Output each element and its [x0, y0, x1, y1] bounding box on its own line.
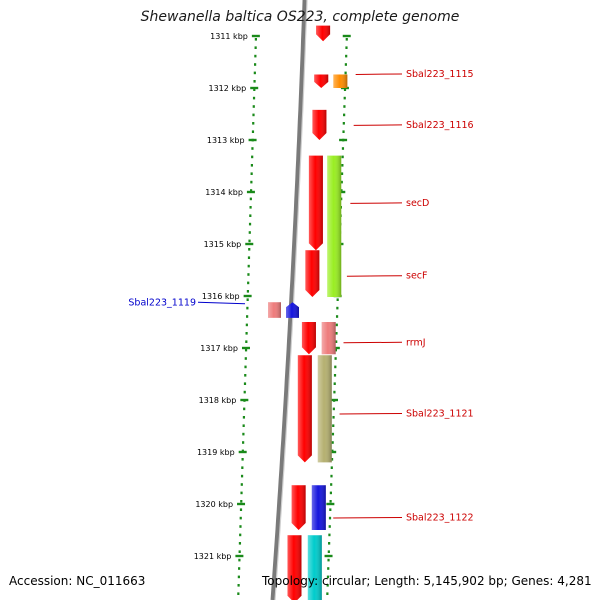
gene-feature[interactable] — [307, 535, 322, 600]
genome-summary-text: Topology: circular; Length: 5,145,902 bp… — [262, 574, 592, 588]
gene-label[interactable]: secF — [346, 271, 428, 282]
tick-label: 1314 kbp — [205, 188, 243, 197]
gene-feature[interactable] — [286, 302, 299, 318]
gene-feature[interactable] — [297, 355, 312, 463]
tick-label: 1318 kbp — [199, 396, 237, 405]
gene-feature[interactable] — [305, 250, 320, 298]
gene-label[interactable]: Sbal223_1115 — [355, 69, 474, 80]
tick-ruler: 1311 kbp 1312 kbp 1313 kbp 1314 kbp 1315 kbp… — [194, 32, 351, 595]
tick-label: 1315 kbp — [204, 240, 242, 249]
left-dotted-guide — [237, 38, 257, 595]
gene-feature[interactable] — [268, 302, 281, 318]
svg-text:rrmJ: rrmJ — [406, 337, 426, 348]
gene-feature[interactable] — [321, 322, 336, 355]
svg-text:secF: secF — [406, 271, 427, 282]
gene-feature[interactable] — [301, 322, 316, 355]
gene-feature[interactable] — [317, 355, 332, 463]
gene-feature[interactable] — [312, 109, 327, 140]
gene-label[interactable]: secD — [350, 198, 429, 209]
tick-label: 1317 kbp — [200, 344, 238, 353]
tick-label: 1321 kbp — [194, 552, 232, 561]
genome-backbone — [270, 0, 308, 600]
accession-text: Accession: NC_011663 — [9, 574, 146, 588]
gene-label[interactable]: rrmJ — [343, 337, 426, 348]
tick-label: 1312 kbp — [209, 84, 247, 93]
gene-label[interactable]: Sbal223_1122 — [333, 513, 474, 524]
gene-feature[interactable] — [308, 155, 323, 251]
tick-label: 1319 kbp — [197, 448, 235, 457]
gene-label[interactable]: Sbal223_1119 — [128, 298, 246, 309]
gene-label[interactable]: Sbal223_1116 — [353, 120, 474, 131]
right-dotted-guide — [326, 38, 348, 595]
svg-text:Sbal223_1121: Sbal223_1121 — [406, 409, 474, 420]
gene-labels: Sbal223_1115 Sbal223_1116 secD secF rrmJ Sbal… — [128, 69, 473, 524]
gene-feature[interactable] — [333, 74, 348, 88]
svg-text:Sbal223_1119: Sbal223_1119 — [128, 298, 196, 309]
gene-feature[interactable] — [311, 485, 326, 530]
tick-label: 1311 kbp — [210, 32, 248, 41]
gene-feature[interactable] — [287, 535, 302, 600]
gene-features — [268, 25, 348, 600]
tick-label: 1316 kbp — [202, 292, 240, 301]
svg-text:Sbal223_1122: Sbal223_1122 — [406, 513, 474, 524]
backbone-highlight — [274, 0, 308, 600]
tick-label: 1320 kbp — [195, 500, 233, 509]
backbone-line — [270, 0, 308, 600]
svg-text:Sbal223_1115: Sbal223_1115 — [406, 69, 474, 80]
gene-feature[interactable] — [291, 485, 306, 530]
svg-text:Sbal223_1116: Sbal223_1116 — [406, 120, 474, 131]
genome-title: Shewanella baltica OS223, complete genom… — [140, 9, 460, 25]
gene-label[interactable]: Sbal223_1121 — [339, 409, 474, 420]
gene-feature[interactable] — [327, 155, 342, 298]
svg-text:secD: secD — [406, 198, 429, 209]
gene-feature[interactable] — [316, 25, 331, 42]
gene-feature[interactable] — [314, 74, 329, 88]
tick-label: 1313 kbp — [207, 136, 245, 145]
